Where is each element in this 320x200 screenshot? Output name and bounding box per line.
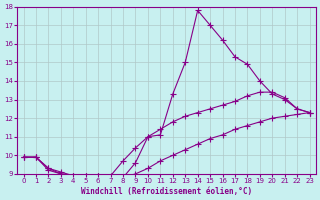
X-axis label: Windchill (Refroidissement éolien,°C): Windchill (Refroidissement éolien,°C) xyxy=(81,187,252,196)
